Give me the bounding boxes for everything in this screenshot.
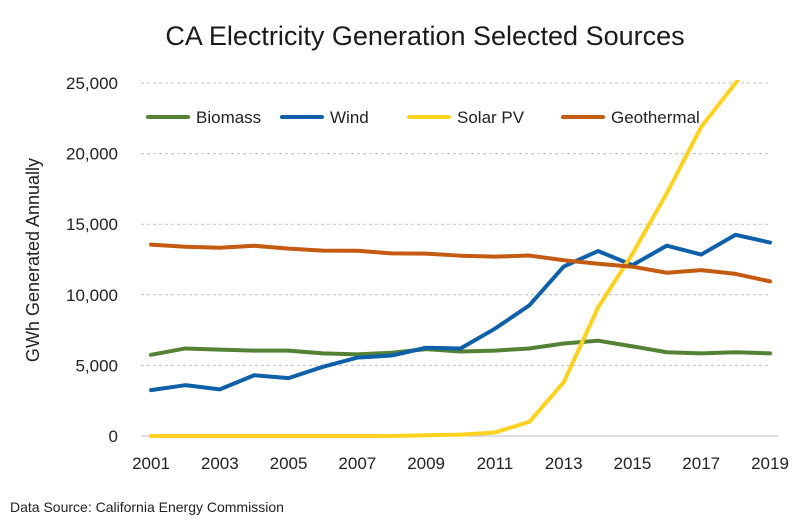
y-tick-label: 25,000 (66, 74, 118, 93)
series-line-wind (149, 232, 772, 393)
legend-label: Geothermal (611, 108, 700, 127)
legend-label: Solar PV (457, 108, 525, 127)
series-lines (149, 80, 772, 438)
legend-item-wind: Wind (280, 108, 369, 127)
legend-item-solar-pv: Solar PV (407, 108, 525, 127)
legend-label: Biomass (196, 108, 261, 127)
y-tick-label: 15,000 (66, 215, 118, 234)
series-line-geothermal (149, 242, 772, 284)
legend-item-biomass: Biomass (146, 108, 261, 127)
series-line-solar-pv (149, 80, 741, 438)
x-tick-label: 2019 (751, 454, 789, 473)
series-line-biomass (149, 338, 772, 357)
x-tick-label: 2009 (407, 454, 445, 473)
chart-title: CA Electricity Generation Selected Sourc… (165, 21, 684, 51)
x-tick-label: 2005 (270, 454, 308, 473)
y-axis-label: GWh Generated Annually (23, 158, 43, 362)
legend-label: Wind (330, 108, 369, 127)
y-tick-label: 20,000 (66, 145, 118, 164)
x-tick-label: 2001 (132, 454, 170, 473)
x-tick-label: 2015 (614, 454, 652, 473)
x-tick-label: 2017 (682, 454, 720, 473)
x-tick-label: 2007 (338, 454, 376, 473)
x-tick-label: 2003 (201, 454, 239, 473)
y-tick-label: 5,000 (75, 356, 118, 375)
y-tick-label: 0 (109, 427, 118, 446)
x-tick-label: 2011 (477, 454, 514, 473)
legend-item-geothermal: Geothermal (561, 108, 700, 127)
gridlines (141, 82, 770, 366)
legend: Biomass Wind Solar PV Geothermal (146, 108, 700, 127)
y-tick-label: 10,000 (66, 286, 118, 305)
x-tick-label: 2013 (545, 454, 583, 473)
data-source-note: Data Source: California Energy Commissio… (10, 499, 284, 515)
